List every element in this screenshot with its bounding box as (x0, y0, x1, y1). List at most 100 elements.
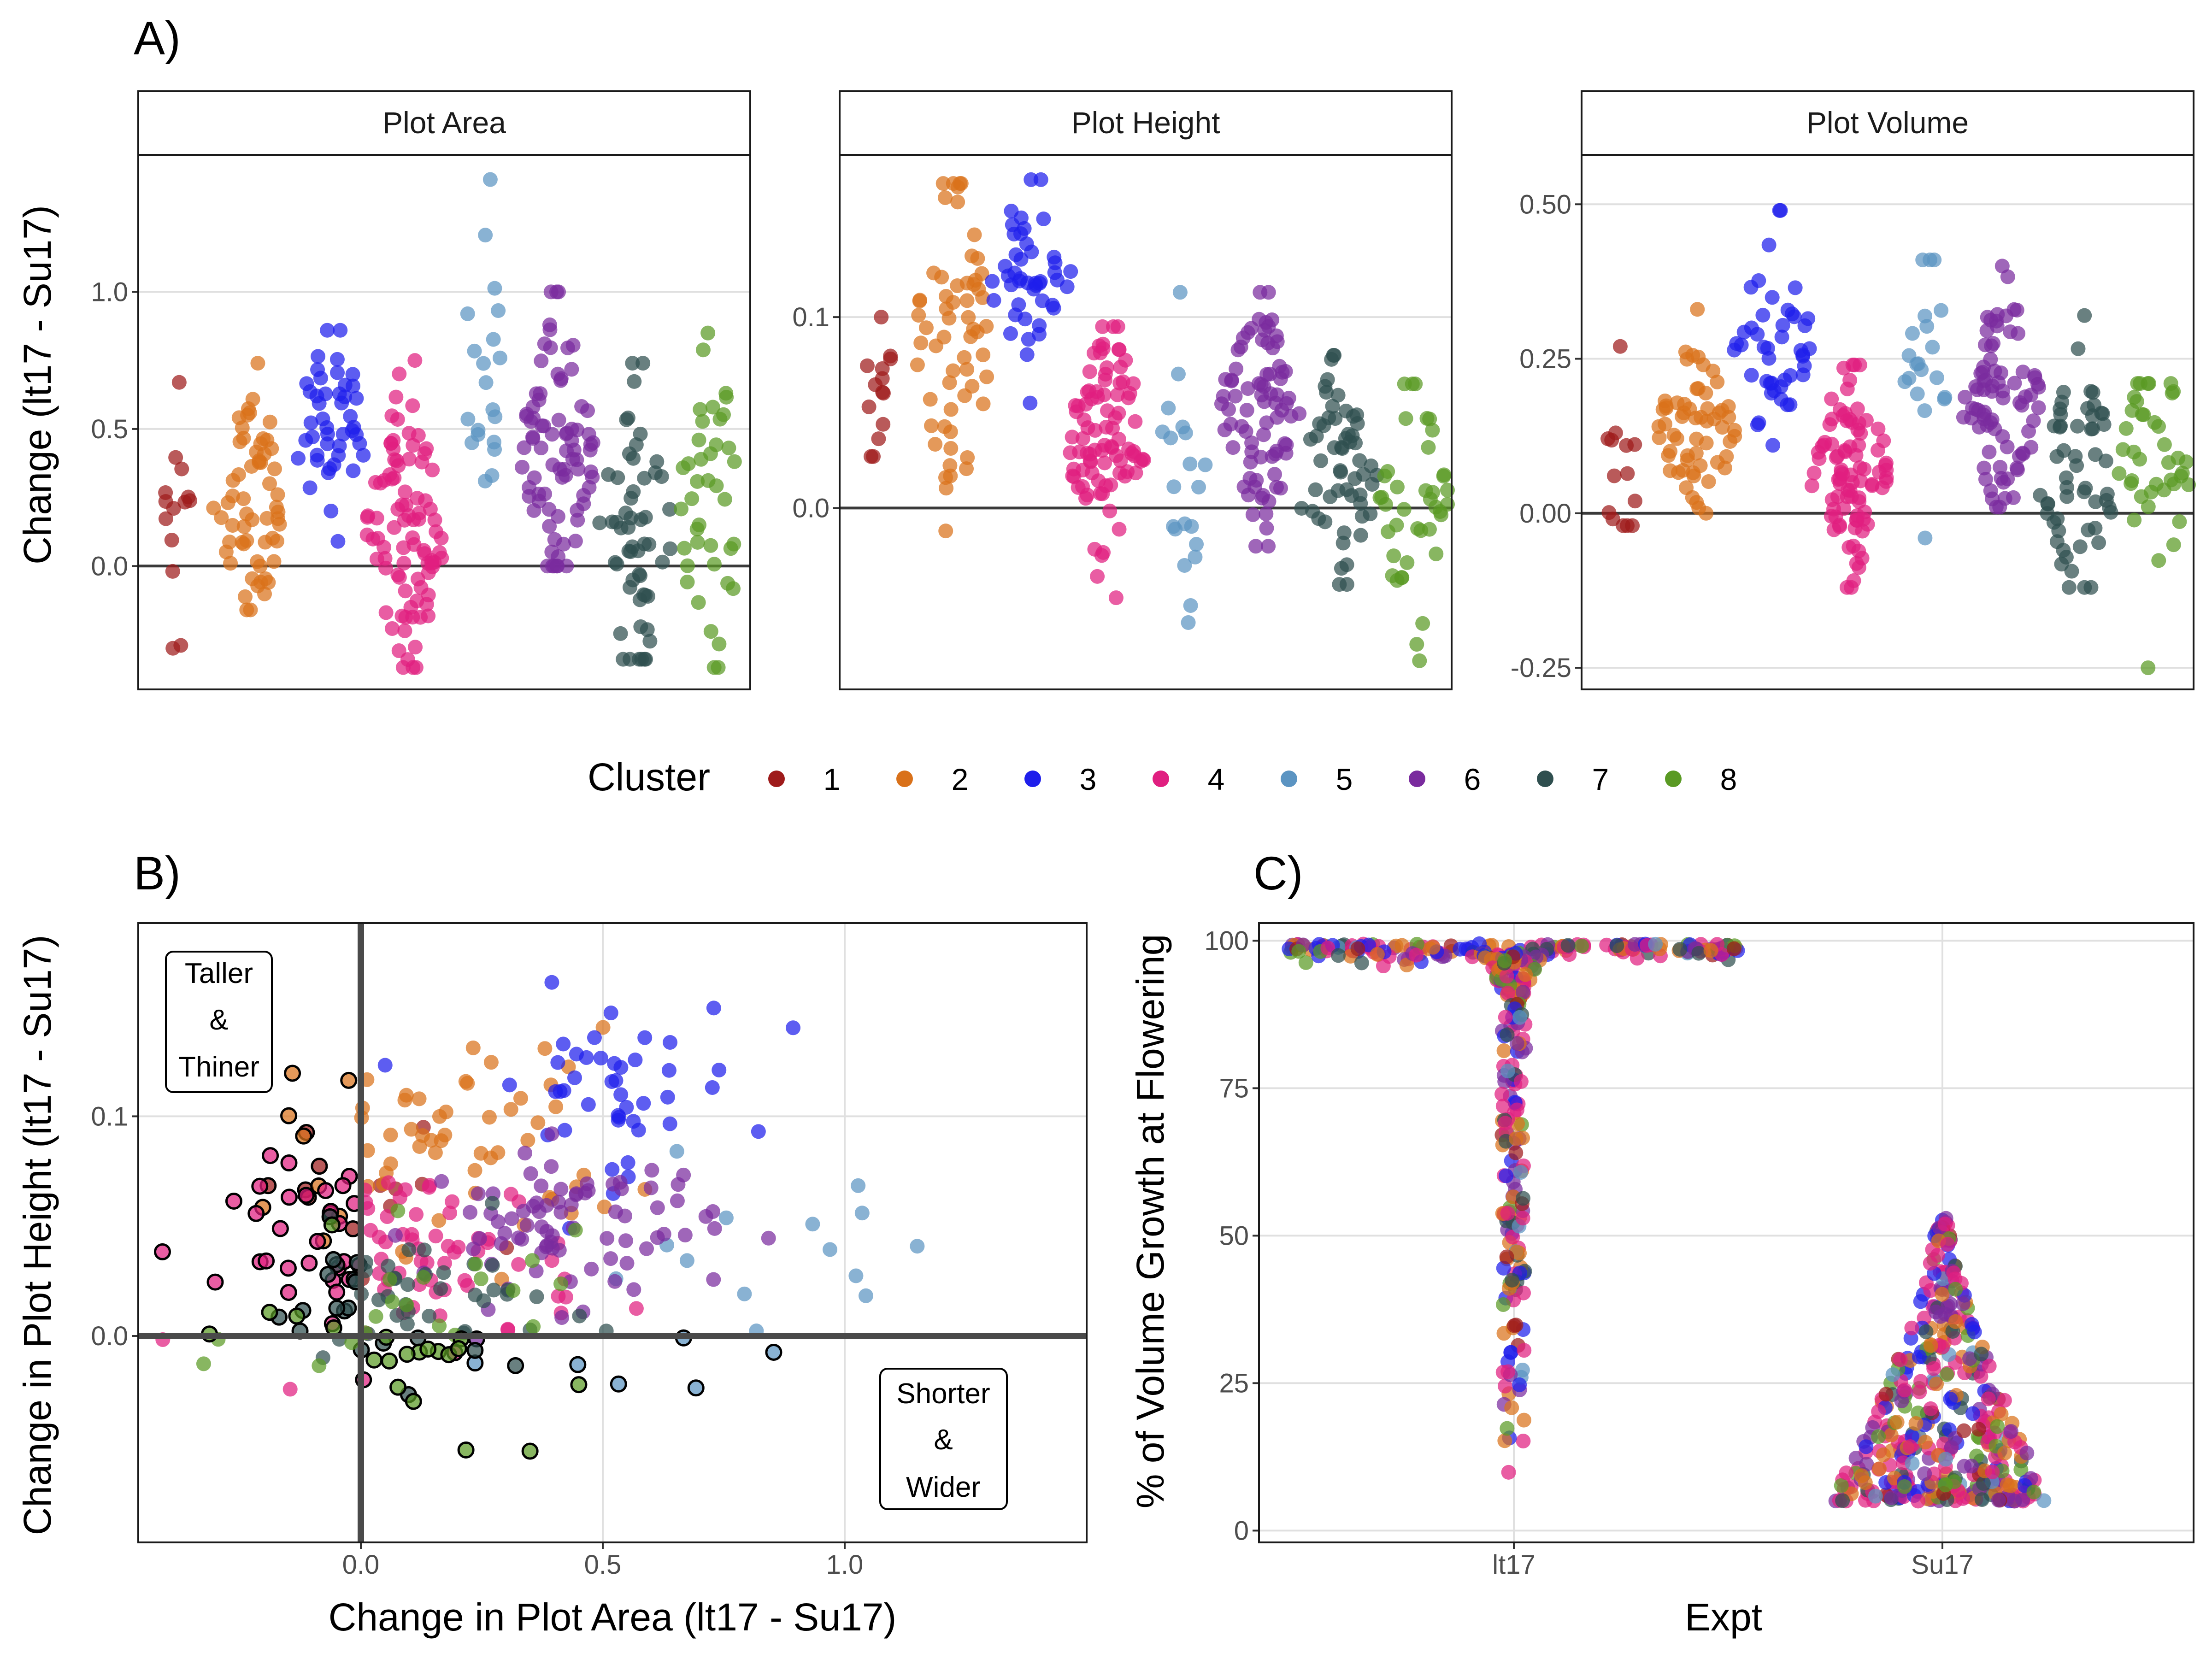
point-su17 (1935, 1287, 1950, 1302)
point-lt17 (1350, 941, 1365, 956)
point-cluster-2 (513, 1091, 528, 1106)
point-cluster-4 (1842, 483, 1858, 498)
point-cluster-3 (1018, 312, 1033, 327)
point-cluster-3 (1788, 280, 1803, 295)
facet-plot-area: Plot Area 0.0 0.5 1.0 (91, 90, 751, 690)
point-cluster-8 (727, 454, 742, 469)
point-cluster-1 (876, 386, 891, 401)
point-cluster-7 (662, 502, 677, 517)
point-su17 (1913, 1294, 1928, 1309)
point-cluster-4 (383, 435, 399, 451)
point-cluster-3 (569, 1047, 584, 1062)
point-lt17 (1512, 1010, 1527, 1025)
point-cluster-2 (1678, 344, 1693, 359)
point-cluster-4 (279, 1259, 297, 1277)
point-cluster-3 (1063, 264, 1078, 279)
point-cluster-8 (1436, 469, 1451, 484)
point-su17 (1926, 1361, 1941, 1376)
point-cluster-8 (1440, 497, 1455, 512)
point-cluster-8 (382, 1272, 397, 1287)
point-cluster-6 (504, 1211, 519, 1226)
point-lt17 (1516, 1412, 1531, 1428)
point-cluster-2 (936, 329, 952, 345)
point-su17 (1990, 1419, 2005, 1434)
point-cluster-3 (1047, 265, 1062, 280)
point-cluster-6 (554, 1310, 570, 1325)
legend-label-4: 4 (1208, 762, 1225, 796)
point-cluster-4 (428, 1229, 443, 1244)
point-cluster-4 (417, 446, 432, 461)
point-cluster-7 (422, 1308, 437, 1324)
point-cluster-3 (313, 371, 328, 386)
point-cluster-7 (640, 622, 655, 637)
legend-title: Cluster (588, 755, 710, 799)
point-cluster-5 (1901, 371, 1917, 386)
point-cluster-4 (1095, 319, 1110, 334)
point-cluster-3 (1765, 290, 1780, 305)
point-cluster-7 (2069, 458, 2084, 473)
point-cluster-4 (395, 660, 411, 675)
point-lt17 (1509, 1036, 1524, 1051)
point-cluster-5 (679, 1253, 694, 1268)
point-cluster-3 (1784, 306, 1800, 322)
x-tick-label: lt17 (1492, 1550, 1535, 1580)
point-cluster-4 (334, 1177, 352, 1194)
point-cluster-2 (938, 524, 953, 539)
point-cluster-7 (592, 515, 607, 530)
point-cluster-7 (2072, 539, 2088, 554)
point-su17 (1973, 1369, 1988, 1384)
point-cluster-6 (1268, 447, 1283, 462)
point-cluster-3 (291, 451, 306, 466)
point-lt17 (1472, 936, 1487, 951)
legend-label-3: 3 (1080, 762, 1097, 796)
point-lt17 (1505, 1230, 1520, 1245)
point-cluster-4 (251, 1177, 269, 1195)
point-cluster-8 (1378, 497, 1393, 512)
point-lt17 (1500, 985, 1516, 1000)
point-cluster-2 (959, 461, 974, 477)
point-cluster-4 (1871, 465, 1887, 480)
point-cluster-6 (527, 470, 542, 485)
point-cluster-8 (432, 1318, 447, 1334)
point-lt17 (1409, 947, 1424, 963)
point-lt17 (1574, 938, 1589, 953)
point-cluster-5 (476, 356, 491, 371)
point-cluster-1 (875, 371, 890, 386)
facet-border (839, 154, 1453, 690)
point-su17 (1876, 1447, 1891, 1462)
point-cluster-7 (1318, 514, 1333, 529)
point-cluster-7 (381, 1259, 396, 1274)
point-cluster-5 (1163, 430, 1178, 446)
point-cluster-4 (1083, 454, 1098, 469)
point-cluster-8 (1425, 423, 1440, 438)
point-cluster-4 (262, 1147, 279, 1165)
point-lt17 (1298, 955, 1313, 970)
point-cluster-5 (1927, 252, 1942, 267)
point-cluster-1 (871, 431, 886, 447)
point-cluster-1 (173, 638, 188, 653)
point-cluster-6 (2031, 400, 2046, 415)
point-cluster-5 (1905, 326, 1920, 341)
point-cluster-1 (164, 533, 179, 548)
point-cluster-5 (1182, 456, 1198, 471)
point-cluster-5 (1901, 348, 1917, 363)
point-cluster-3 (613, 1060, 629, 1075)
point-cluster-8 (703, 624, 718, 639)
point-su17 (1884, 1490, 1899, 1506)
point-cluster-2 (222, 535, 237, 550)
point-cluster-6 (570, 512, 585, 528)
point-cluster-7 (1303, 432, 1318, 447)
point-cluster-8 (2124, 476, 2139, 491)
point-cluster-6 (2015, 365, 2030, 380)
point-cluster-4 (258, 1252, 275, 1270)
point-cluster-7 (637, 471, 652, 486)
point-cluster-8 (2179, 454, 2194, 470)
point-cluster-5 (851, 1178, 866, 1193)
point-su17 (2013, 1462, 2029, 1477)
point-cluster-8 (717, 492, 732, 507)
point-cluster-3 (332, 438, 347, 453)
point-cluster-2 (1686, 465, 1701, 480)
point-su17 (1912, 1384, 1927, 1400)
point-cluster-4 (629, 1301, 644, 1316)
point-lt17 (1513, 1074, 1529, 1089)
